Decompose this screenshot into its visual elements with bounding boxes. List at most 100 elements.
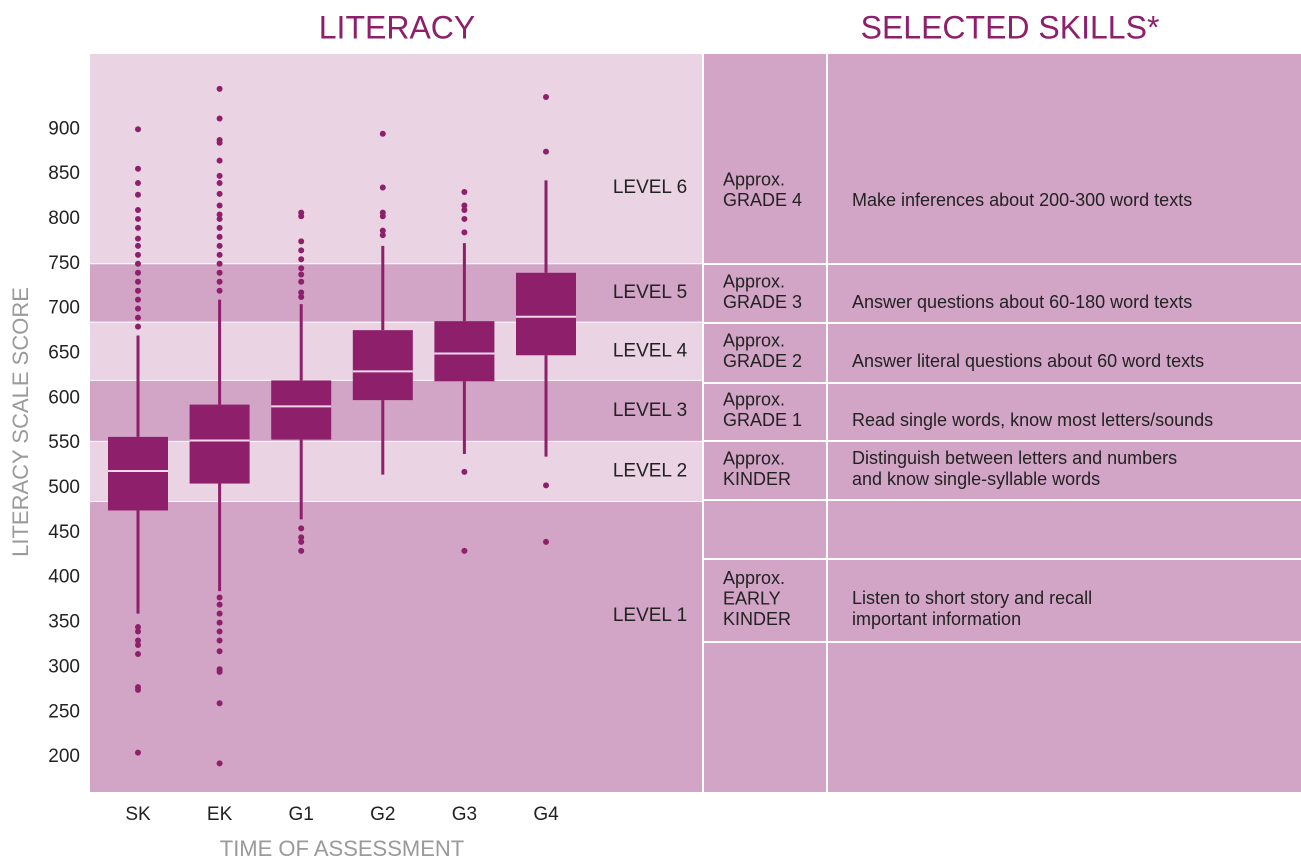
- level-label: LEVEL 1: [613, 605, 687, 626]
- box: [352, 330, 413, 401]
- y-tick-label: 750: [48, 253, 80, 274]
- level-band: [90, 441, 703, 502]
- x-tick-label: G2: [370, 804, 395, 825]
- grade-text: GRADE 4: [723, 190, 802, 210]
- skill-text: and know single-syllable words: [852, 469, 1100, 489]
- outlier: [216, 172, 223, 179]
- skill-text: Distinguish between letters and numbers: [852, 448, 1177, 468]
- outlier: [216, 637, 223, 644]
- skill-text: Listen to short story and recall: [852, 588, 1092, 608]
- chart-title: LITERACY: [319, 9, 475, 45]
- outlier: [216, 269, 223, 276]
- outlier: [216, 242, 223, 249]
- y-tick-label: 700: [48, 298, 80, 319]
- bands: [90, 52, 703, 793]
- level-label: LEVEL 2: [613, 460, 687, 481]
- x-tick-label: G3: [452, 804, 477, 825]
- outlier: [216, 211, 223, 218]
- box: [434, 321, 495, 382]
- y-axis-label: LITERACY SCALE SCORE: [8, 287, 33, 557]
- outlier: [298, 538, 305, 545]
- outlier: [298, 289, 305, 296]
- y-tick-label: 850: [48, 163, 80, 184]
- table-bg: [703, 53, 1301, 793]
- box: [189, 404, 250, 484]
- grade-text: Approx.: [723, 271, 785, 291]
- outlier: [135, 305, 141, 312]
- table-lines: [90, 52, 1301, 794]
- skill-text: Answer literal questions about 60 word t…: [852, 351, 1204, 371]
- skill-text: Read single words, know most letters/sou…: [852, 410, 1213, 430]
- level-label: LEVEL 6: [613, 177, 687, 198]
- outlier: [216, 157, 223, 164]
- level-label: LEVEL 5: [613, 282, 687, 303]
- outlier: [461, 547, 468, 554]
- outlier: [216, 215, 223, 222]
- grade-text: Approx.: [723, 389, 785, 409]
- grade-text: Approx.: [723, 330, 785, 350]
- outlier: [135, 191, 141, 198]
- outlier: [135, 126, 141, 133]
- y-tick-label: 900: [48, 118, 80, 139]
- outlier: [135, 235, 141, 242]
- outlier: [298, 247, 305, 254]
- skill-text: Make inferences about 200-300 word texts: [852, 190, 1192, 210]
- outlier: [216, 278, 223, 285]
- outlier: [298, 238, 305, 245]
- table-title: SELECTED SKILLS*: [861, 9, 1160, 45]
- outlier: [216, 190, 223, 197]
- outlier: [298, 256, 305, 263]
- level-band: [90, 53, 703, 264]
- outlier: [379, 213, 386, 220]
- outlier: [216, 601, 223, 608]
- level-band: [90, 263, 703, 323]
- x-tick-label: EK: [207, 804, 233, 825]
- outlier: [543, 148, 549, 155]
- outlier: [298, 278, 305, 285]
- outlier: [216, 85, 223, 92]
- grade-text: KINDER: [723, 609, 791, 629]
- outlier: [216, 700, 223, 707]
- y-tick-label: 250: [48, 701, 80, 722]
- box: [271, 380, 332, 440]
- outlier: [135, 260, 141, 267]
- outlier: [461, 468, 468, 475]
- x-axis-label: TIME OF ASSESSMENT: [220, 836, 464, 861]
- outlier: [216, 610, 223, 617]
- outlier: [135, 287, 141, 294]
- grade-text: EARLY: [723, 588, 781, 608]
- outlier: [216, 619, 223, 626]
- y-tick-label: 500: [48, 477, 80, 498]
- outlier: [461, 202, 468, 209]
- level-label: LEVEL 3: [613, 400, 687, 421]
- outlier: [216, 287, 223, 294]
- outlier: [135, 224, 141, 231]
- outlier: [135, 269, 141, 276]
- outlier: [135, 165, 141, 172]
- y-tick-label: 450: [48, 522, 80, 543]
- outlier: [461, 215, 468, 222]
- x-tick-label: G4: [533, 804, 559, 825]
- outlier: [298, 213, 305, 220]
- outlier: [216, 260, 223, 267]
- outlier: [298, 547, 305, 554]
- outlier: [543, 538, 549, 545]
- outlier: [135, 642, 141, 648]
- grade-text: Approx.: [723, 448, 785, 468]
- outlier: [298, 271, 305, 278]
- outlier: [135, 314, 141, 321]
- level-label: LEVEL 4: [613, 340, 688, 361]
- outlier: [298, 293, 305, 300]
- outlier: [216, 628, 223, 635]
- outlier: [216, 251, 223, 258]
- y-tick-label: 300: [48, 656, 80, 677]
- y-tick-label: 600: [48, 387, 80, 408]
- outlier: [135, 628, 141, 635]
- outlier: [216, 233, 223, 240]
- y-tick-label: 550: [48, 432, 80, 453]
- outlier: [543, 93, 549, 100]
- outlier: [135, 278, 141, 285]
- outlier: [461, 229, 468, 236]
- outlier: [543, 482, 549, 489]
